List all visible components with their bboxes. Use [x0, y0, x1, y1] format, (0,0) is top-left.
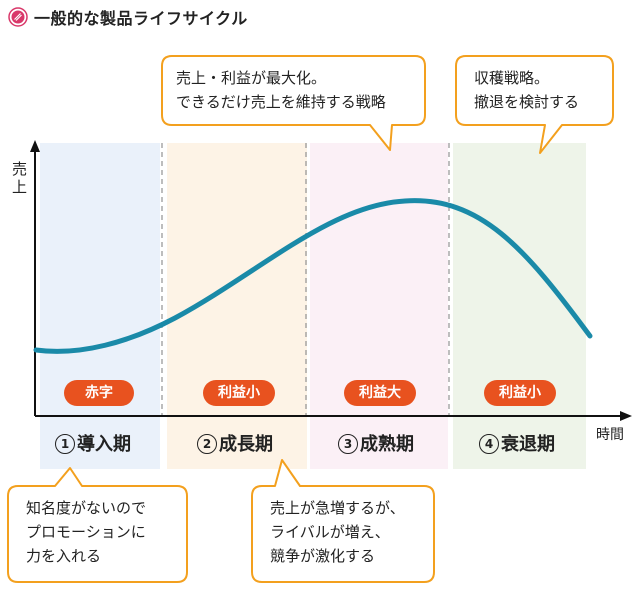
phase-bg-growth — [167, 143, 307, 469]
callout-line: 力を入れる — [26, 547, 102, 565]
callout-line: 撤退を検討する — [474, 93, 580, 111]
phase-bg-decline — [453, 143, 586, 469]
title-text: 一般的な製品ライフサイクル — [34, 9, 248, 28]
callout-decline — [455, 55, 614, 154]
callout-line: 競争が激化する — [270, 547, 376, 565]
y-axis-arrow — [30, 140, 40, 152]
phase-name: 導入期 — [77, 434, 131, 455]
phase-number: 2 — [197, 434, 217, 454]
callout-line: ライバルが増え、 — [270, 523, 390, 541]
phase-bg-maturity — [310, 143, 448, 469]
x-axis-arrow — [620, 411, 632, 421]
phase-label-decline: 4 衰退期 — [479, 430, 555, 456]
callout-line: 知名度がないので — [26, 499, 147, 517]
diagram-title: 一般的な製品ライフサイクル — [8, 6, 248, 28]
phase-number: 4 — [479, 434, 499, 454]
callout-introduction — [7, 467, 188, 583]
callout-decline-text: 収穫戦略。 撤退を検討する — [474, 66, 579, 114]
phase-name: 衰退期 — [501, 434, 555, 455]
phase-label-introduction: 1 導入期 — [55, 430, 131, 456]
phase-number: 3 — [338, 434, 358, 454]
pencil-badge-icon — [8, 7, 28, 27]
callout-line: 売上が急増するが、 — [270, 499, 405, 517]
callout-line: プロモーションに — [26, 523, 146, 541]
badge-decline: 利益小 — [484, 380, 556, 406]
badge-introduction: 赤字 — [64, 380, 134, 406]
badge-growth: 利益小 — [203, 380, 275, 406]
callout-line: 売上・利益が最大化。 — [176, 69, 327, 87]
x-axis-label: 時間 — [596, 427, 624, 443]
callout-growth — [251, 459, 435, 583]
phase-label-growth: 2 成長期 — [197, 430, 273, 456]
callout-growth-text: 売上が急増するが、 ライバルが増え、 競争が激化する — [270, 496, 405, 568]
callout-maturity — [161, 55, 426, 151]
phase-bg-introduction — [40, 143, 160, 469]
phase-name: 成熟期 — [360, 434, 414, 455]
callout-maturity-text: 売上・利益が最大化。 できるだけ売上を維持する戦略 — [176, 66, 386, 114]
callout-introduction-text: 知名度がないので プロモーションに 力を入れる — [26, 496, 146, 568]
sales-curve — [33, 198, 593, 354]
callout-line: 収穫戦略。 — [474, 69, 550, 87]
badge-maturity: 利益大 — [344, 380, 416, 406]
phase-number: 1 — [55, 434, 75, 454]
y-axis-label: 売上 — [12, 160, 28, 196]
callout-line: できるだけ売上を維持する戦略 — [176, 93, 386, 111]
phase-label-maturity: 3 成熟期 — [338, 430, 414, 456]
phase-name: 成長期 — [219, 434, 273, 455]
